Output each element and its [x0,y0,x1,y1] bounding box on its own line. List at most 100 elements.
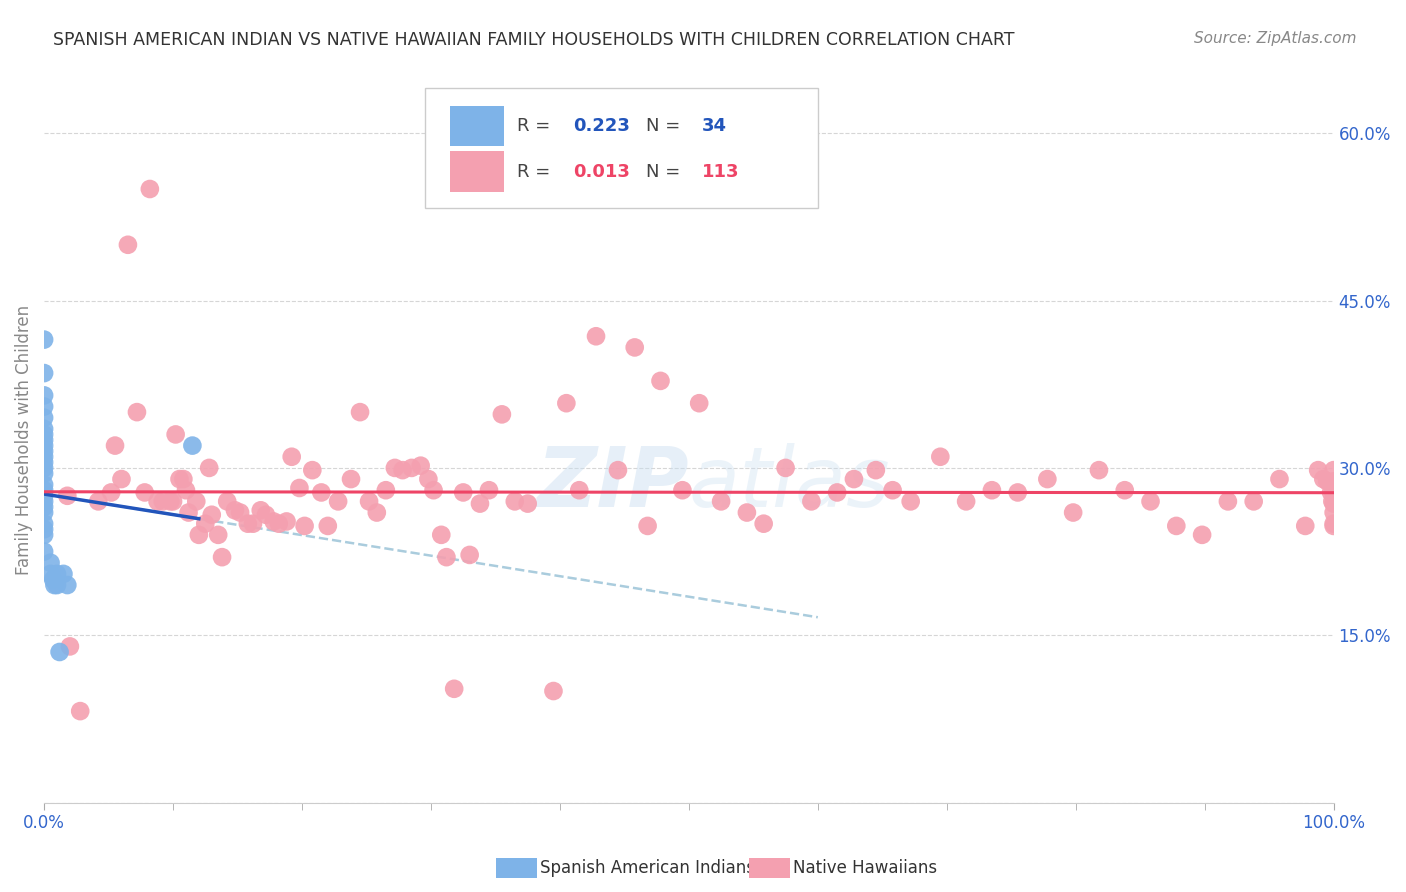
Point [32,461,55,475]
Y-axis label: Family Households with Children: Family Households with Children [15,305,32,575]
Point [152,494,174,508]
Point [409,458,432,473]
Point [775,461,797,475]
Point [1062,506,1084,520]
Point [688,396,710,410]
Point [207,528,229,542]
Point [623,340,645,354]
Point [42,573,65,587]
Point [125,405,148,419]
Point [710,494,733,508]
Point [443,681,465,696]
Point [162,494,184,508]
Point [52,566,75,581]
Point [430,528,453,542]
Point [46,578,69,592]
Point [478,483,501,498]
Point [436,550,458,565]
Point [165,427,187,442]
Point [263,515,285,529]
Point [637,519,659,533]
Point [374,483,396,498]
Point [32,489,55,503]
Point [1323,506,1346,520]
Point [224,503,246,517]
Point [32,366,55,380]
Point [32,333,55,347]
Point [1316,475,1339,489]
Point [32,388,55,402]
Point [980,483,1002,498]
Point [865,463,887,477]
Point [32,455,55,469]
Point [671,483,693,498]
Text: 0.223: 0.223 [572,117,630,135]
Point [568,483,591,498]
Point [1323,475,1346,489]
Point [1323,516,1346,531]
Point [491,408,513,422]
Point [1114,483,1136,498]
Text: 34: 34 [702,117,727,135]
Point [1166,519,1188,533]
Point [169,472,191,486]
Point [357,494,380,508]
Text: ZIP: ZIP [536,443,689,524]
Point [174,483,197,498]
Point [288,481,311,495]
Text: R =: R = [517,117,557,135]
Point [294,519,316,533]
Point [229,506,252,520]
Point [201,508,224,522]
Point [276,515,298,529]
Point [32,427,55,442]
Point [194,516,217,531]
Point [32,433,55,447]
Point [1320,485,1343,500]
Point [117,237,139,252]
Point [301,463,323,477]
Point [280,450,302,464]
Point [104,439,127,453]
Point [391,463,413,477]
Point [267,516,290,531]
Point [418,472,440,486]
Point [87,494,110,508]
Point [752,516,775,531]
Point [1139,494,1161,508]
Point [177,506,200,520]
Point [236,516,259,531]
Point [340,472,363,486]
Point [1322,494,1344,508]
Point [1007,485,1029,500]
Point [900,494,922,508]
Point [650,374,672,388]
Point [254,508,277,522]
Point [1323,485,1346,500]
Point [1036,472,1059,486]
Text: N =: N = [647,117,686,135]
Point [735,506,758,520]
Point [217,494,239,508]
Point [384,461,406,475]
Point [39,566,62,581]
Point [249,503,271,517]
Point [366,506,388,520]
Point [46,566,69,581]
Point [32,422,55,436]
Point [32,450,55,464]
Point [32,483,55,498]
Point [69,704,91,718]
Point [198,461,221,475]
Point [32,506,55,520]
Point [451,485,474,500]
Point [134,485,156,500]
Point [503,494,526,508]
Point [187,528,209,542]
Point [44,578,66,592]
Text: Spanish American Indians: Spanish American Indians [540,859,755,877]
Point [1323,463,1346,477]
Point [139,182,162,196]
Point [32,516,55,531]
Point [468,497,491,511]
